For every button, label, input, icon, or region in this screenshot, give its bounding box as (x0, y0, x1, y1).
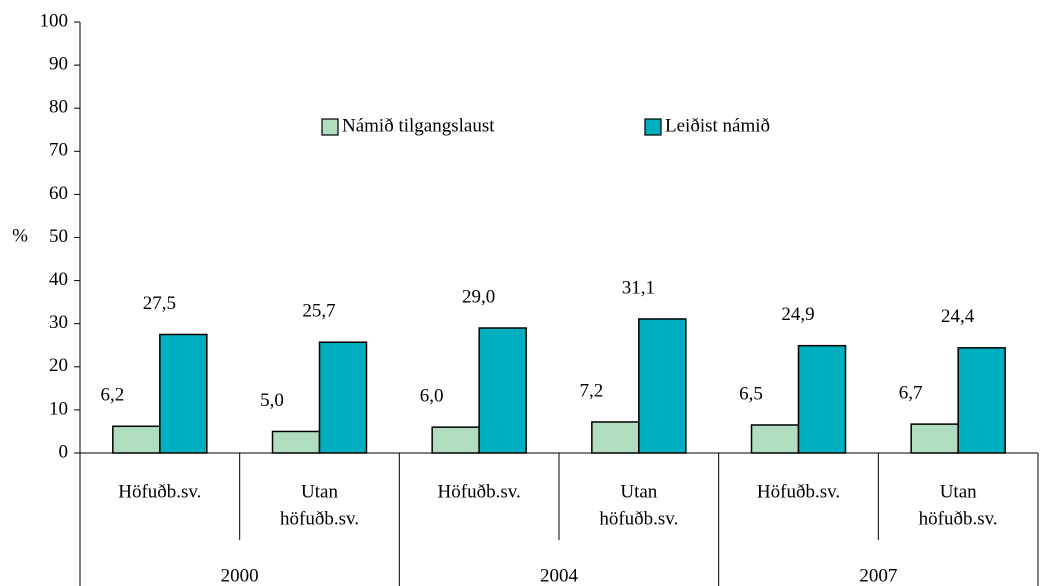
x-tick-label: Utan (620, 481, 657, 502)
x-tick-label: höfuðb.sv. (280, 508, 359, 529)
legend-swatch (644, 118, 662, 136)
value-label: 6,7 (899, 382, 923, 403)
y-tick-label: 60 (49, 183, 68, 204)
y-tick-label: 10 (49, 398, 68, 419)
y-axis-label: % (12, 225, 28, 246)
y-tick-label: 50 (49, 226, 68, 247)
y-tick-label: 30 (49, 312, 68, 333)
legend-label: Leiðist námið (665, 115, 770, 136)
group-label: 2004 (540, 565, 579, 586)
y-tick-label: 90 (49, 53, 68, 74)
y-tick-label: 100 (40, 10, 69, 31)
y-tick-label: 20 (49, 355, 68, 376)
bar (591, 421, 640, 454)
value-label: 25,7 (302, 301, 335, 322)
x-tick-label: Höfuðb.sv. (118, 481, 201, 502)
y-tick-label: 80 (49, 97, 68, 118)
y-tick-label: 40 (49, 269, 68, 290)
value-label: 29,0 (462, 286, 495, 307)
bar (638, 318, 687, 454)
y-tick-label: 0 (59, 441, 69, 462)
y-tick-label: 70 (49, 140, 68, 161)
bar (478, 327, 527, 454)
value-label: 6,2 (100, 385, 124, 406)
bar (797, 344, 847, 454)
legend-label: Námið tilgangslaust (342, 115, 495, 136)
value-label: 5,0 (260, 390, 284, 411)
value-label: 31,1 (622, 277, 655, 298)
value-label: 27,5 (143, 293, 176, 314)
x-tick-label: Utan (301, 481, 338, 502)
x-tick-label: Höfuðb.sv. (757, 481, 840, 502)
group-label: 2000 (221, 565, 259, 586)
bar (318, 341, 368, 454)
value-label: 6,5 (739, 383, 763, 404)
x-tick-label: höfuðb.sv. (919, 508, 998, 529)
value-label: 24,9 (781, 304, 814, 325)
value-label: 7,2 (579, 380, 603, 401)
value-label: 6,0 (420, 385, 444, 406)
x-tick-label: Utan (940, 481, 977, 502)
x-tick-label: Höfuðb.sv. (438, 481, 521, 502)
bar (910, 423, 959, 454)
value-label: 24,4 (941, 306, 975, 327)
bar (957, 347, 1006, 454)
bar (750, 424, 800, 454)
bar (159, 333, 208, 454)
group-label: 2007 (859, 565, 897, 586)
x-tick-label: höfuðb.sv. (599, 508, 678, 529)
legend-swatch (321, 118, 339, 136)
bar (271, 430, 321, 454)
bar (431, 426, 480, 454)
bar (112, 425, 161, 454)
